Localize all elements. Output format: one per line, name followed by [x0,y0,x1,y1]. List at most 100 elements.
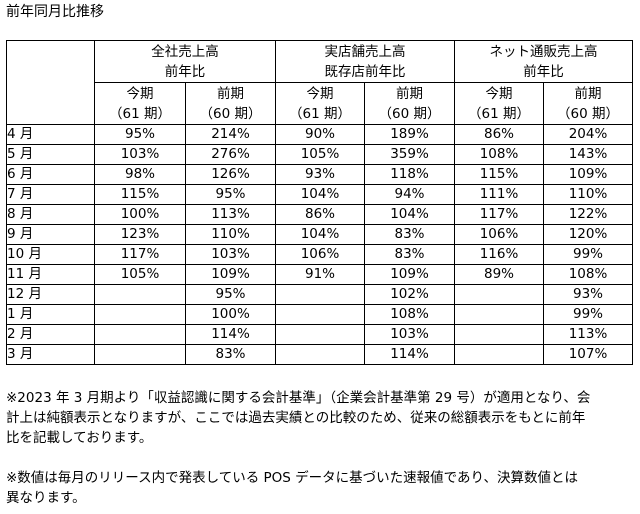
footnote-line: ※2023 年 3 月期より「収益認識に関する会計基準」（企業会計基準第 29 … [6,390,591,406]
period-label: 今期 [306,85,334,102]
period-label: 今期 [485,85,513,102]
group-header-title: ネット通販売上高 [489,43,598,60]
table-row: 4 月 95% 214% 90% 189% 86% 204% [6,124,633,145]
group-header-subtitle: 前年比 [523,63,564,80]
value-cell: 103% [94,144,186,165]
value-cell: 105% [94,264,186,285]
period-count: （60 期） [378,105,441,122]
value-cell: 117% [94,244,186,265]
value-cell: 103% [185,244,276,265]
value-cell [94,344,186,365]
value-cell: 83% [185,344,276,365]
group-header-title: 実店舗売上高 [324,43,406,60]
value-cell [94,324,186,345]
corner-cell [6,40,95,125]
value-cell: 276% [185,144,276,165]
value-cell [275,304,365,325]
value-cell: 100% [185,304,276,325]
group-header-title: 全社売上高 [151,43,219,60]
group-header-row: 全社売上高 前年比 実店舗売上高 既存店前年比 ネット通販売上高 前年比 [6,40,633,125]
value-cell: 117% [454,204,544,225]
value-cell: 118% [364,164,455,185]
value-cell: 110% [185,224,276,245]
value-cell: 109% [543,164,633,185]
period-label: 前期 [217,85,244,102]
value-cell: 120% [543,224,633,245]
period-label: 今期 [126,85,154,102]
period-header: 前期 （60 期） [364,82,455,125]
value-cell: 126% [185,164,276,185]
period-count: （60 期） [557,105,619,122]
period-header-row: 今期 （61 期） 前期 （60 期） 今期 （61 期） 前期 （60 期） … [7,82,633,125]
period-count: （60 期） [199,105,262,122]
value-cell: 95% [185,284,276,305]
value-cell: 108% [364,304,455,325]
page-title: 前年同月比推移 [6,4,104,20]
value-cell: 99% [543,244,633,265]
month-cell: 10 月 [6,244,95,265]
value-cell: 114% [185,324,276,345]
period-count: （61 期） [289,105,351,122]
month-cell: 3 月 [6,344,95,365]
value-cell: 93% [275,164,365,185]
value-cell: 115% [94,184,186,205]
group-header-subtitle: 既存店前年比 [324,63,406,80]
value-cell [454,344,544,365]
table-row: 10 月 117% 103% 106% 83% 116% 99% [6,244,633,265]
value-cell: 106% [275,244,365,265]
value-cell: 89% [454,264,544,285]
month-cell: 9 月 [6,224,95,245]
group-header-subtitle: 前年比 [164,63,206,80]
value-cell: 105% [275,144,365,165]
value-cell: 114% [364,344,455,365]
value-cell [275,344,365,365]
table-row: 2 月 114% 103% 113% [6,324,633,345]
period-header: 今期 （61 期） [94,82,186,125]
month-cell: 2 月 [6,324,95,345]
footnote-line: 比を記載しております。 [6,430,153,446]
month-cell: 6 月 [6,164,95,185]
value-cell: 86% [275,204,365,225]
value-cell: 95% [185,184,276,205]
footnote-spacer [6,448,634,468]
value-cell: 95% [94,124,186,145]
value-cell: 111% [454,184,544,205]
period-header: 前期 （60 期） [543,82,633,125]
period-label: 前期 [574,85,602,102]
value-cell: 94% [364,184,455,205]
value-cell: 113% [185,204,276,225]
table-row: 1 月 100% 108% 99% [6,304,633,325]
period-count: （61 期） [109,105,171,122]
value-cell: 104% [275,184,365,205]
value-cell: 143% [543,144,633,165]
value-cell [94,304,186,325]
value-cell: 93% [543,284,633,305]
table-row: 6 月 98% 126% 93% 118% 115% 109% [6,164,633,185]
value-cell: 106% [454,224,544,245]
table-row: 5 月 103% 276% 105% 359% 108% 143% [6,144,633,165]
value-cell [454,324,544,345]
value-cell [275,284,365,305]
value-cell: 189% [364,124,455,145]
value-cell: 103% [364,324,455,345]
value-cell [454,304,544,325]
footnote-line: ※数値は毎月のリリース内で発表している POS データに基づいた速報値であり、決… [6,470,578,486]
value-cell: 98% [94,164,186,185]
value-cell: 122% [543,204,633,225]
value-cell: 359% [364,144,455,165]
period-count: （61 期） [468,105,530,122]
table-body: 4 月 95% 214% 90% 189% 86% 204% 5 月 103% 276% 105% 3… [6,124,633,365]
table-row: 9 月 123% 110% 104% 83% 106% 120% [6,224,633,245]
footnotes: ※2023 年 3 月期より「収益認識に関する会計基準」（企業会計基準第 29 … [6,388,634,508]
table-row: 3 月 83% 114% 107% [6,344,633,365]
value-cell [94,284,186,305]
month-cell: 8 月 [6,204,95,225]
value-cell: 99% [543,304,633,325]
table-row: 7 月 115% 95% 104% 94% 111% 110% [6,184,633,205]
value-cell: 110% [543,184,633,205]
value-cell: 116% [454,244,544,265]
month-cell: 7 月 [6,184,95,205]
period-label: 前期 [396,85,423,102]
footnote-line: 計上は純額表示となりますが、ここでは過去実績との比較のため、従来の総額表示をもと… [6,410,586,426]
table-row: 11 月 105% 109% 91% 109% 89% 108% [6,264,633,285]
